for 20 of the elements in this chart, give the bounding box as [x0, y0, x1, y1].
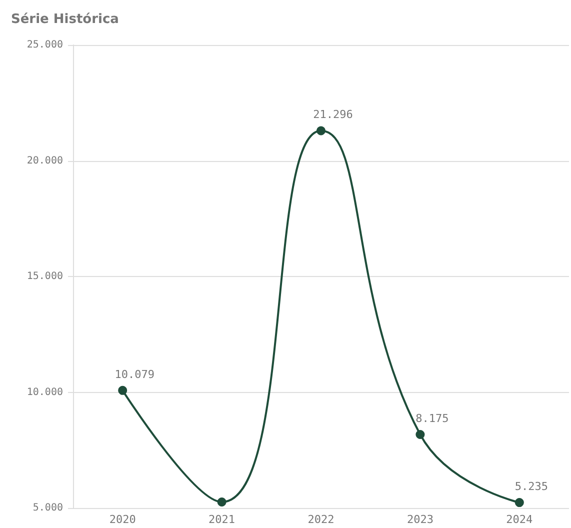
chart-title: Série Histórica — [11, 12, 119, 27]
data-label: 5.235 — [514, 480, 548, 494]
x-tick-label: 2021 — [208, 513, 236, 526]
y-tick-label: 10.000 — [26, 386, 63, 398]
y-tick-label: 20.000 — [26, 155, 63, 166]
x-tick-label: 2023 — [406, 513, 434, 526]
data-label: 8.175 — [416, 412, 449, 425]
point — [514, 498, 524, 508]
x-tick-label: 2022 — [308, 513, 334, 526]
point — [416, 430, 425, 439]
point — [316, 126, 326, 136]
data-label: 10.079 — [114, 368, 154, 381]
x-tick-label: 2024 — [506, 513, 534, 526]
y-tick-label: 25.000 — [26, 40, 63, 50]
data-label: 21.296 — [313, 108, 353, 122]
point — [118, 386, 128, 395]
y-tick-label: 5.000 — [32, 502, 63, 514]
y-tick-label: 15.000 — [26, 271, 63, 282]
x-tick-label: 2020 — [109, 513, 136, 526]
point — [217, 497, 226, 506]
